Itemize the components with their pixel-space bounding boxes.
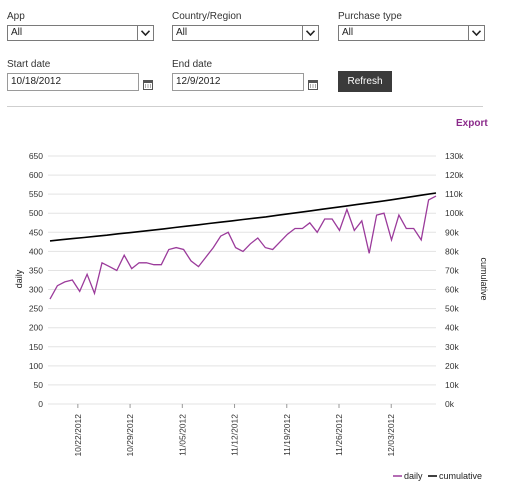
y-tick-label: 0 [38,399,43,409]
purchase-type-label: Purchase type [338,11,402,22]
y-tick-label: 100 [29,361,43,371]
purchase-type-select[interactable]: All [338,25,485,41]
x-tick-label: 11/05/2012 [177,414,187,456]
app-label: App [7,11,25,22]
start-date-label: Start date [7,59,51,70]
y-tick-label: 200 [29,323,43,333]
y2-tick-label: 50k [445,304,459,314]
y2-axis-label: cumulative [479,257,489,300]
x-tick-label: 11/19/2012 [282,414,292,456]
y2-tick-label: 130k [445,151,464,161]
legend: daily cumulative [393,471,482,481]
y2-tick-label: 70k [445,265,459,275]
y-tick-label: 550 [29,189,43,199]
y2-tick-label: 60k [445,285,459,295]
purchase-type-select-value: All [342,27,354,38]
legend-cumulative-label: cumulative [439,471,482,481]
end-date-value: 12/9/2012 [176,76,221,87]
y2-tick-label: 40k [445,323,459,333]
country-select[interactable]: All [172,25,319,41]
y-tick-label: 50 [34,380,44,390]
chevron-down-icon[interactable] [468,26,484,40]
divider [7,106,483,107]
x-tick-label: 12/03/2012 [386,414,396,457]
y2-tick-label: 110k [445,189,464,199]
y2-tick-label: 90k [445,227,459,237]
export-link[interactable]: Export [456,118,488,129]
x-tick-label: 10/22/2012 [73,414,83,457]
y-axis-label: daily [14,269,24,288]
cumulative-series-line [49,192,437,242]
y-tick-label: 600 [29,170,43,180]
start-date-input[interactable]: 10/18/2012 [7,73,139,91]
y-tick-label: 350 [29,265,43,275]
y-tick-label: 650 [29,151,43,161]
y2-tick-label: 0k [445,399,455,409]
chevron-down-icon[interactable] [302,26,318,40]
y2-tick-label: 100k [445,208,464,218]
y-tick-label: 250 [29,304,43,314]
end-date-label: End date [172,59,213,70]
daily-series-line [49,195,437,300]
y-tick-label: 150 [29,342,43,352]
country-label: Country/Region [172,11,242,22]
y-tick-label: 450 [29,227,43,237]
app-select-value: All [11,27,23,38]
x-tick-label: 11/12/2012 [230,414,240,456]
country-select-value: All [176,27,188,38]
chevron-down-icon[interactable] [137,26,153,40]
legend-daily-label: daily [404,471,423,481]
start-date-value: 10/18/2012 [11,76,62,87]
y2-tick-label: 10k [445,380,459,390]
calendar-icon[interactable] [143,77,153,90]
x-tick-label: 11/26/2012 [334,414,344,456]
y2-tick-label: 20k [445,361,459,371]
y-tick-label: 400 [29,246,43,256]
refresh-button[interactable]: Refresh [338,71,392,92]
y2-tick-label: 120k [445,170,464,180]
y-tick-label: 300 [29,285,43,295]
app-select[interactable]: All [7,25,154,41]
x-tick-label: 10/29/2012 [125,414,135,457]
y2-tick-label: 80k [445,246,459,256]
y2-tick-label: 30k [445,342,459,352]
y-tick-label: 500 [29,208,43,218]
end-date-input[interactable]: 12/9/2012 [172,73,304,91]
calendar-icon[interactable] [308,77,318,90]
